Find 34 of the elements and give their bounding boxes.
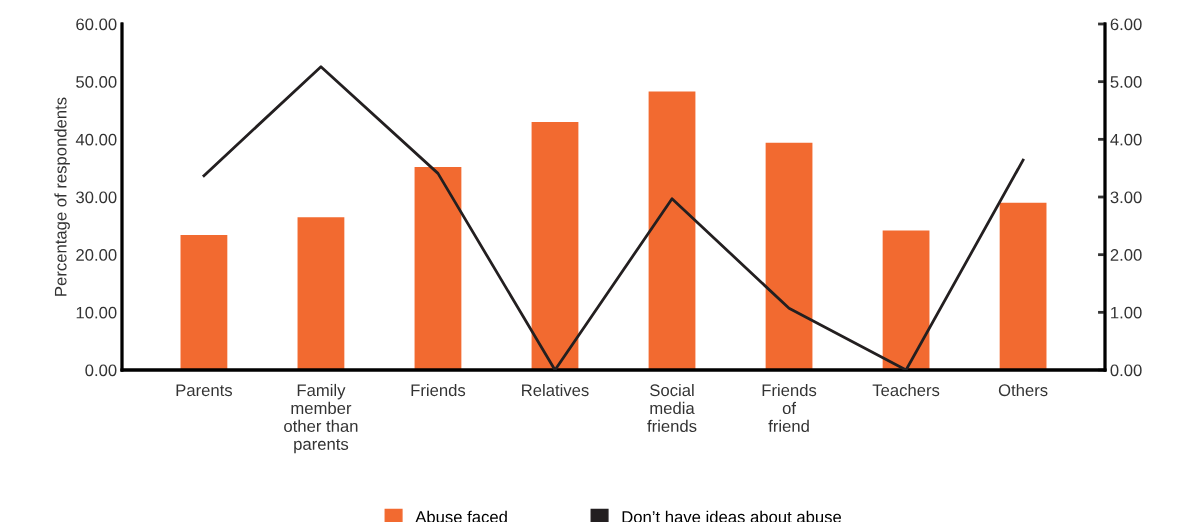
x-tick-label: Family member other than parents bbox=[284, 383, 358, 454]
x-tick-label: Friends of friend bbox=[762, 383, 817, 433]
y-tick-label: 10.00 bbox=[76, 306, 117, 319]
y-tick-label: 50.00 bbox=[76, 76, 117, 88]
x-tick-label: Social media friends bbox=[647, 383, 697, 433]
x-tick-label: Parents bbox=[176, 384, 233, 397]
y-axis-title: Percentage of respondents bbox=[54, 97, 70, 296]
x-tick-label: Others bbox=[998, 383, 1048, 397]
bar bbox=[297, 217, 345, 370]
x-tick-label: Friends bbox=[411, 383, 466, 397]
y-tick-label: 30.00 bbox=[76, 191, 117, 204]
y-tick-label: 40.00 bbox=[75, 133, 117, 146]
x-tick-label: Relatives bbox=[522, 383, 589, 397]
x-tick-label: Teachers bbox=[872, 383, 940, 397]
bar bbox=[765, 142, 813, 370]
bar bbox=[882, 230, 930, 370]
y2-tick-label: 3.00 bbox=[1110, 191, 1142, 204]
bar bbox=[180, 235, 228, 370]
bar bbox=[414, 167, 462, 370]
y-tick-label: 0.00 bbox=[85, 364, 117, 377]
bar bbox=[531, 122, 579, 370]
legend-label: Abuse faced bbox=[415, 510, 507, 522]
bar bbox=[999, 202, 1047, 370]
legend-label: Don’t have ideas about abuse bbox=[622, 510, 842, 522]
y-tick-label: 20.00 bbox=[76, 249, 117, 261]
y2-tick-label: 5.00 bbox=[1110, 76, 1142, 88]
line-series bbox=[202, 65, 1025, 370]
y2-tick-label: 2.00 bbox=[1110, 249, 1142, 261]
bar bbox=[648, 91, 696, 370]
y2-tick-label: 4.00 bbox=[1110, 133, 1142, 146]
y-tick-label: 60.00 bbox=[76, 18, 117, 31]
y2-tick-label: 6.00 bbox=[1110, 18, 1142, 31]
y2-tick-label: 0.00 bbox=[1110, 364, 1142, 377]
y2-tick-label: 1.00 bbox=[1111, 306, 1142, 319]
